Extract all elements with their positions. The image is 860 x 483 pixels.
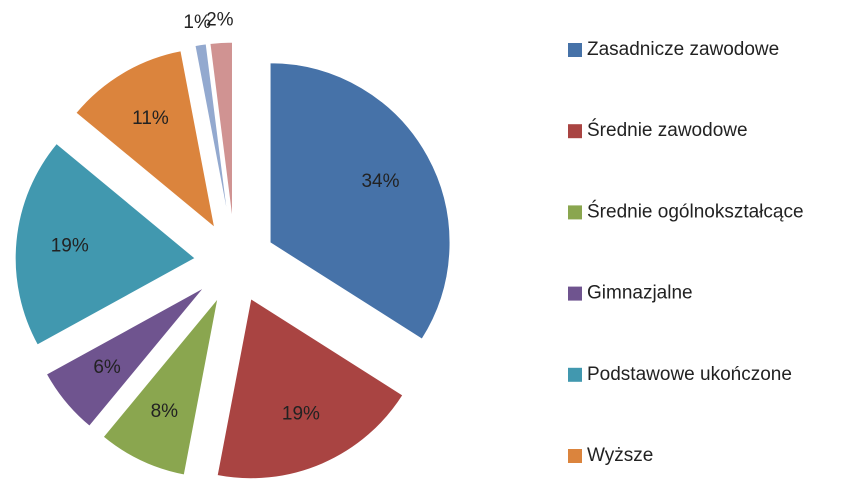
legend-swatch — [568, 286, 582, 301]
data-label: 1% — [183, 12, 211, 33]
legend-label: Średnie ogólnokształcące — [587, 200, 804, 222]
data-label: 11% — [132, 108, 169, 129]
legend-swatch — [568, 367, 582, 382]
data-label: 34% — [361, 171, 399, 192]
pie-slice — [14, 142, 197, 346]
data-label: 19% — [282, 403, 320, 424]
pie-slice — [45, 287, 205, 427]
data-label: 8% — [151, 401, 179, 422]
pie-slice — [269, 62, 451, 340]
legend-swatch — [568, 449, 582, 463]
data-label: 19% — [51, 235, 89, 256]
legend-swatch — [568, 43, 582, 57]
legend-label: Średnie zawodowe — [587, 119, 748, 141]
legend-label: Gimnazjalne — [587, 283, 693, 304]
legend-swatch — [568, 124, 582, 139]
legend-label: Zasadnicze zawodowe — [587, 39, 779, 60]
legend-label: Wyższe — [587, 445, 653, 466]
pie-slice — [75, 50, 216, 229]
pie-slice — [216, 297, 404, 480]
data-label: 2% — [206, 9, 234, 30]
pie-slice — [194, 43, 230, 223]
pie-slice — [102, 297, 219, 476]
legend-label: Podstawowe ukończone — [587, 364, 792, 385]
data-label: 6% — [93, 357, 121, 378]
pie-slice — [209, 41, 233, 223]
legend-swatch — [568, 205, 582, 220]
